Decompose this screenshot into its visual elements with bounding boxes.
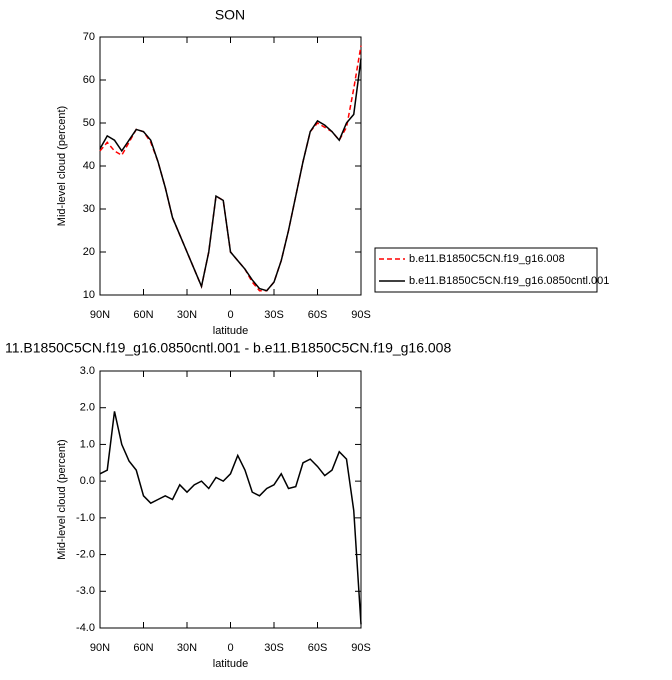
y-tick-label: 0.0 <box>80 475 95 487</box>
legend-box <box>374 247 598 293</box>
x-tick-label: 0 <box>227 642 233 654</box>
y-tick-label: 3.0 <box>80 365 95 377</box>
x-tick-label: 60S <box>308 309 328 321</box>
x-tick-label: 30N <box>177 309 197 321</box>
x-axis-label: latitude <box>213 658 248 670</box>
x-tick-label: 30S <box>264 642 284 654</box>
x-tick-label: 0 <box>227 309 233 321</box>
y-tick-label: 1.0 <box>80 438 95 450</box>
plot-frame <box>99 36 362 296</box>
plot-frame <box>99 370 362 629</box>
y-tick-label: 50 <box>83 117 95 129</box>
y-tick-label: 30 <box>83 203 95 215</box>
x-tick-label: 90S <box>351 642 371 654</box>
y-tick-label: 70 <box>83 31 95 43</box>
legend-label: b.e11.B1850C5CN.f19_g16.008 <box>409 253 565 265</box>
y-tick-label: 10 <box>83 289 95 301</box>
y-tick-label: 40 <box>83 160 95 172</box>
data-line <box>99 58 362 292</box>
y-tick-label: -1.0 <box>76 512 95 524</box>
legend-label: b.e11.B1850C5CN.f19_g16.0850cntl.001 <box>409 275 609 287</box>
y-tick-label: -2.0 <box>76 548 95 560</box>
x-tick-label: 60S <box>308 642 328 654</box>
y-axis-label: Mid-level cloud (percent) <box>56 106 68 226</box>
x-tick-label: 90N <box>90 642 110 654</box>
chart-title: SON <box>215 7 245 23</box>
x-tick-label: 30S <box>264 309 284 321</box>
x-tick-label: 60N <box>133 309 153 321</box>
y-tick-label: -4.0 <box>76 622 95 634</box>
x-tick-label: 60N <box>133 642 153 654</box>
data-line <box>99 45 362 292</box>
x-tick-label: 90N <box>90 309 110 321</box>
data-line <box>99 411 362 625</box>
y-axis-label: Mid-level cloud (percent) <box>56 439 68 559</box>
y-tick-label: 2.0 <box>80 402 95 414</box>
x-tick-label: 30N <box>177 642 197 654</box>
y-tick-label: -3.0 <box>76 585 95 597</box>
y-tick-label: 20 <box>83 246 95 258</box>
chart-title: 11.B1850C5CN.f19_g16.0850cntl.001 - b.e1… <box>5 340 451 356</box>
x-axis-label: latitude <box>213 325 248 337</box>
y-tick-label: 60 <box>83 74 95 86</box>
x-tick-label: 90S <box>351 309 371 321</box>
